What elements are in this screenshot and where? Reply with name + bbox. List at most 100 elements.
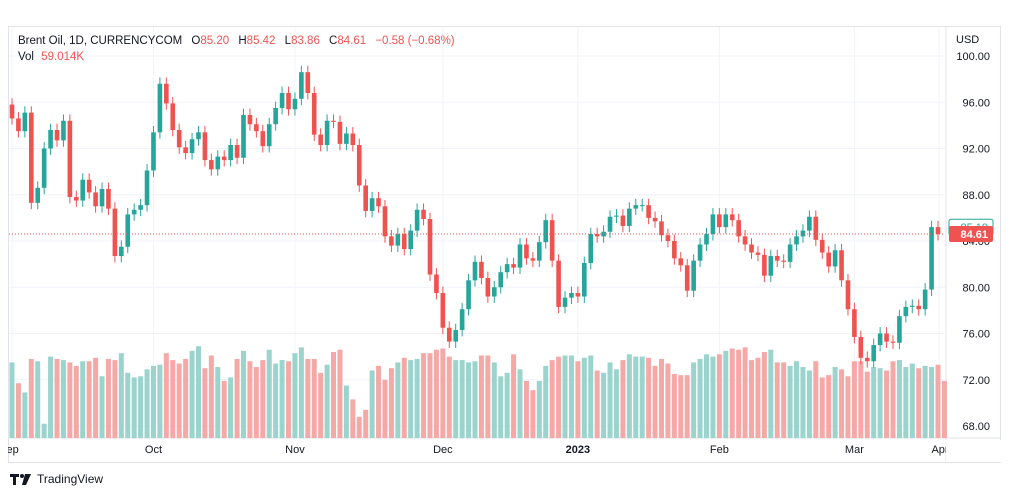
candle-body[interactable]: [807, 216, 812, 231]
candle-body[interactable]: [749, 244, 754, 253]
candle-body[interactable]: [67, 120, 73, 198]
candle-body[interactable]: [247, 114, 253, 125]
candle-body[interactable]: [119, 246, 124, 257]
candle-body[interactable]: [183, 147, 188, 154]
candle-body[interactable]: [157, 83, 163, 133]
candle-body[interactable]: [93, 192, 98, 207]
candle-body[interactable]: [549, 220, 555, 261]
candle-body[interactable]: [421, 209, 426, 220]
candle-body[interactable]: [61, 120, 66, 141]
candle-body[interactable]: [819, 239, 825, 253]
candle-body[interactable]: [189, 139, 195, 154]
candle-body[interactable]: [28, 112, 34, 203]
candle-body[interactable]: [86, 179, 92, 193]
candle-body[interactable]: [382, 206, 388, 237]
candle-body[interactable]: [35, 187, 41, 203]
candle-body[interactable]: [324, 120, 330, 146]
candle-body[interactable]: [459, 309, 465, 331]
candle-body[interactable]: [922, 289, 928, 310]
candle-body[interactable]: [260, 131, 266, 147]
candle-body[interactable]: [826, 252, 831, 267]
candle-body[interactable]: [614, 215, 619, 217]
candle-body[interactable]: [389, 236, 394, 246]
candle-body[interactable]: [890, 341, 896, 343]
candle-body[interactable]: [41, 148, 47, 188]
candle-body[interactable]: [241, 114, 246, 158]
candle-body[interactable]: [659, 221, 664, 236]
candle-body[interactable]: [344, 133, 349, 144]
candle-body[interactable]: [138, 205, 143, 210]
candle-body[interactable]: [800, 230, 806, 237]
candle-body[interactable]: [562, 297, 568, 307]
candle-body[interactable]: [427, 219, 433, 275]
candle-body[interactable]: [401, 234, 407, 250]
candle-body[interactable]: [864, 357, 870, 362]
candle-body[interactable]: [273, 108, 278, 125]
candle-body[interactable]: [221, 156, 227, 161]
candle-body[interactable]: [594, 234, 600, 237]
candle-body[interactable]: [639, 205, 645, 207]
candle-body[interactable]: [877, 333, 883, 346]
candle-body[interactable]: [852, 309, 857, 337]
candle-body[interactable]: [350, 133, 356, 146]
candle-body[interactable]: [125, 214, 131, 247]
candle-body[interactable]: [369, 198, 375, 211]
candle-body[interactable]: [485, 278, 491, 297]
candle-body[interactable]: [704, 234, 709, 245]
candle-body[interactable]: [607, 216, 613, 232]
candle-body[interactable]: [292, 98, 298, 110]
candle-body[interactable]: [318, 134, 323, 146]
candle-body[interactable]: [871, 345, 877, 362]
candle-body[interactable]: [408, 230, 414, 250]
candle-body[interactable]: [569, 293, 574, 298]
candle-body[interactable]: [99, 188, 105, 207]
candle-body[interactable]: [202, 132, 208, 161]
candle-body[interactable]: [356, 145, 362, 186]
candle-body[interactable]: [414, 209, 420, 231]
candle-body[interactable]: [916, 305, 922, 310]
candle-body[interactable]: [575, 293, 581, 297]
candle-body[interactable]: [929, 227, 934, 290]
candle-body[interactable]: [717, 214, 722, 228]
candle-body[interactable]: [582, 262, 587, 297]
candle-body[interactable]: [170, 103, 176, 130]
candle-body[interactable]: [672, 241, 677, 259]
candle-body[interactable]: [376, 198, 381, 207]
candle-body[interactable]: [858, 336, 864, 358]
candle-body[interactable]: [491, 287, 497, 297]
candle-body[interactable]: [845, 280, 851, 310]
candle-body[interactable]: [164, 83, 169, 104]
candle-body[interactable]: [498, 272, 504, 288]
candle-body[interactable]: [228, 145, 233, 161]
candle-body[interactable]: [678, 258, 684, 266]
candle-body[interactable]: [684, 265, 690, 291]
candle-body[interactable]: [903, 306, 909, 317]
candle-body[interactable]: [774, 256, 780, 261]
candle-body[interactable]: [530, 258, 536, 261]
candle-body[interactable]: [434, 274, 439, 294]
candle-body[interactable]: [723, 214, 729, 228]
candle-body[interactable]: [279, 93, 285, 109]
candle-body[interactable]: [536, 242, 542, 261]
candle-body[interactable]: [299, 72, 304, 99]
candle-body[interactable]: [897, 316, 902, 343]
candle-body[interactable]: [331, 120, 336, 122]
candle-body[interactable]: [781, 260, 786, 262]
candle-body[interactable]: [543, 220, 549, 243]
candle-body[interactable]: [755, 252, 761, 255]
candle-body[interactable]: [176, 130, 182, 148]
candle-body[interactable]: [710, 214, 716, 235]
candle-body[interactable]: [286, 93, 291, 110]
candle-body[interactable]: [131, 209, 137, 215]
candle-body[interactable]: [935, 227, 941, 235]
candle-body[interactable]: [151, 132, 156, 171]
candle-body[interactable]: [305, 72, 311, 93]
candle-body[interactable]: [209, 160, 214, 170]
candle-body[interactable]: [73, 197, 79, 201]
candle-body[interactable]: [832, 250, 838, 267]
candle-body[interactable]: [215, 156, 221, 170]
footer-brand[interactable]: TradingView: [10, 472, 103, 486]
candle-body[interactable]: [787, 244, 793, 262]
candle-body[interactable]: [813, 216, 819, 240]
